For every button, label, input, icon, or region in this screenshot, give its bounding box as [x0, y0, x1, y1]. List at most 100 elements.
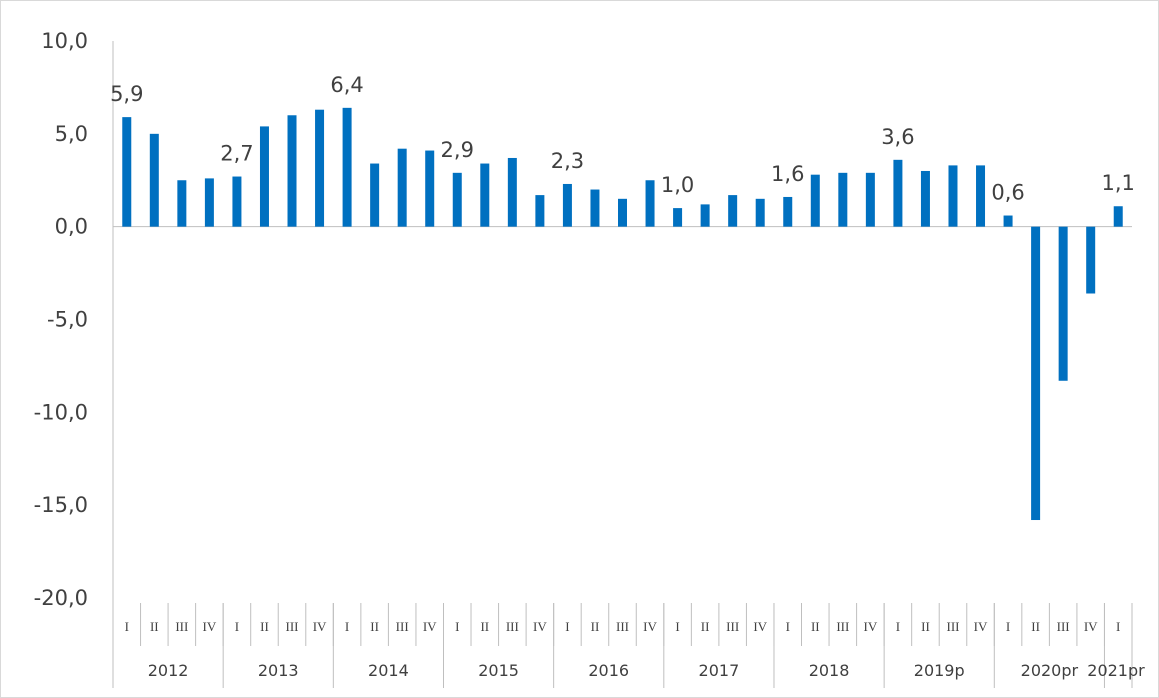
bar — [783, 196, 793, 227]
bar — [920, 170, 930, 227]
quarter-label: I — [1116, 619, 1120, 634]
bar — [976, 165, 986, 227]
bar — [315, 109, 325, 227]
bar — [370, 163, 380, 227]
year-label: 2012 — [148, 661, 189, 680]
quarter-label: I — [675, 619, 679, 634]
bar — [618, 198, 627, 227]
bar — [562, 183, 572, 227]
quarter-label: I — [345, 619, 349, 634]
bars — [122, 107, 1123, 521]
quarter-label: I — [235, 619, 239, 634]
quarter-label: II — [260, 619, 269, 634]
quarter-label: III — [506, 619, 519, 634]
quarter-label: IV — [864, 619, 878, 634]
bar — [1058, 226, 1068, 381]
bar — [397, 148, 407, 227]
data-label: 1,6 — [771, 162, 804, 186]
bar — [838, 172, 848, 227]
quarter-label: I — [455, 619, 459, 634]
quarter-label: IV — [533, 619, 547, 634]
quarter-label: IV — [203, 619, 217, 634]
quarter-label: II — [480, 619, 489, 634]
year-label: 2013 — [258, 661, 299, 680]
bar — [259, 126, 269, 227]
bar — [590, 189, 600, 227]
bar — [287, 115, 297, 227]
bar — [645, 180, 655, 227]
bar — [452, 172, 462, 227]
quarter-label: I — [786, 619, 790, 634]
data-label: 5,9 — [110, 82, 143, 106]
data-labels: 5,9 2,7 6,4 2,9 2,3 1,0 1,6 3,6 0,6 1,1 — [110, 73, 1135, 205]
quarter-label: IV — [313, 619, 327, 634]
year-label: 2020pr — [1021, 661, 1079, 680]
y-tick-label: 0,0 — [55, 215, 88, 239]
bar — [122, 117, 132, 227]
year-label: 2014 — [368, 661, 409, 680]
bar — [480, 163, 490, 227]
data-label: 0,6 — [991, 181, 1024, 205]
bar — [425, 150, 435, 227]
quarter-label: IV — [643, 619, 657, 634]
quarter-label: II — [150, 619, 159, 634]
data-label: 1,1 — [1102, 171, 1135, 195]
bar — [1003, 215, 1013, 227]
quarter-label: III — [286, 619, 299, 634]
data-label: 2,3 — [551, 149, 584, 173]
bar — [177, 180, 187, 227]
bar — [535, 195, 545, 227]
bar — [1113, 206, 1123, 227]
bar — [728, 195, 738, 227]
data-label: 3,6 — [881, 125, 914, 149]
bar — [342, 107, 352, 227]
y-tick-label: -5,0 — [47, 308, 88, 332]
data-label: 2,7 — [220, 142, 253, 166]
y-axis-tick-labels: 10,0 5,0 0,0 -5,0 -10,0 -15,0 -20,0 — [34, 29, 88, 610]
y-tick-label: -15,0 — [34, 493, 88, 517]
year-label: 2017 — [699, 661, 740, 680]
quarter-label: IV — [423, 619, 437, 634]
quarter-label: III — [616, 619, 629, 634]
year-label: 2018 — [809, 661, 850, 680]
data-label: 1,0 — [661, 173, 694, 197]
axes — [112, 41, 1133, 688]
data-label: 6,4 — [330, 73, 363, 97]
y-tick-label: 10,0 — [41, 29, 88, 53]
quarter-label: I — [1006, 619, 1010, 634]
x-axis-category-labels: I II III IV I II III IV I II III IV I II III IV I II III IV… — [125, 619, 1146, 680]
quarter-label: IV — [753, 619, 767, 634]
bar — [810, 174, 820, 227]
quarter-label: II — [921, 619, 930, 634]
quarter-label: III — [726, 619, 739, 634]
quarter-label: I — [896, 619, 900, 634]
quarter-label: II — [1031, 619, 1040, 634]
bar — [948, 165, 958, 227]
bar — [232, 176, 242, 227]
bar — [893, 159, 903, 227]
year-label: 2021pr — [1087, 661, 1145, 680]
bar — [865, 172, 875, 227]
quarter-label: II — [811, 619, 820, 634]
bar — [204, 178, 214, 227]
quarter-label: I — [125, 619, 129, 634]
year-label: 2015 — [478, 661, 519, 680]
bar — [149, 133, 159, 227]
quarter-label: IV — [974, 619, 988, 634]
quarter-label: II — [370, 619, 379, 634]
bar — [1031, 226, 1041, 521]
year-label: 2016 — [588, 661, 629, 680]
y-tick-label: 5,0 — [55, 122, 88, 146]
data-label: 2,9 — [441, 138, 474, 162]
y-tick-label: -10,0 — [34, 400, 88, 424]
quarter-label: III — [836, 619, 849, 634]
bar — [673, 208, 683, 227]
bar — [700, 204, 710, 227]
bar — [755, 198, 765, 227]
year-label: 2019p — [914, 661, 965, 680]
quarter-label: I — [565, 619, 569, 634]
quarter-label: III — [1057, 619, 1070, 634]
quarter-label: II — [701, 619, 710, 634]
